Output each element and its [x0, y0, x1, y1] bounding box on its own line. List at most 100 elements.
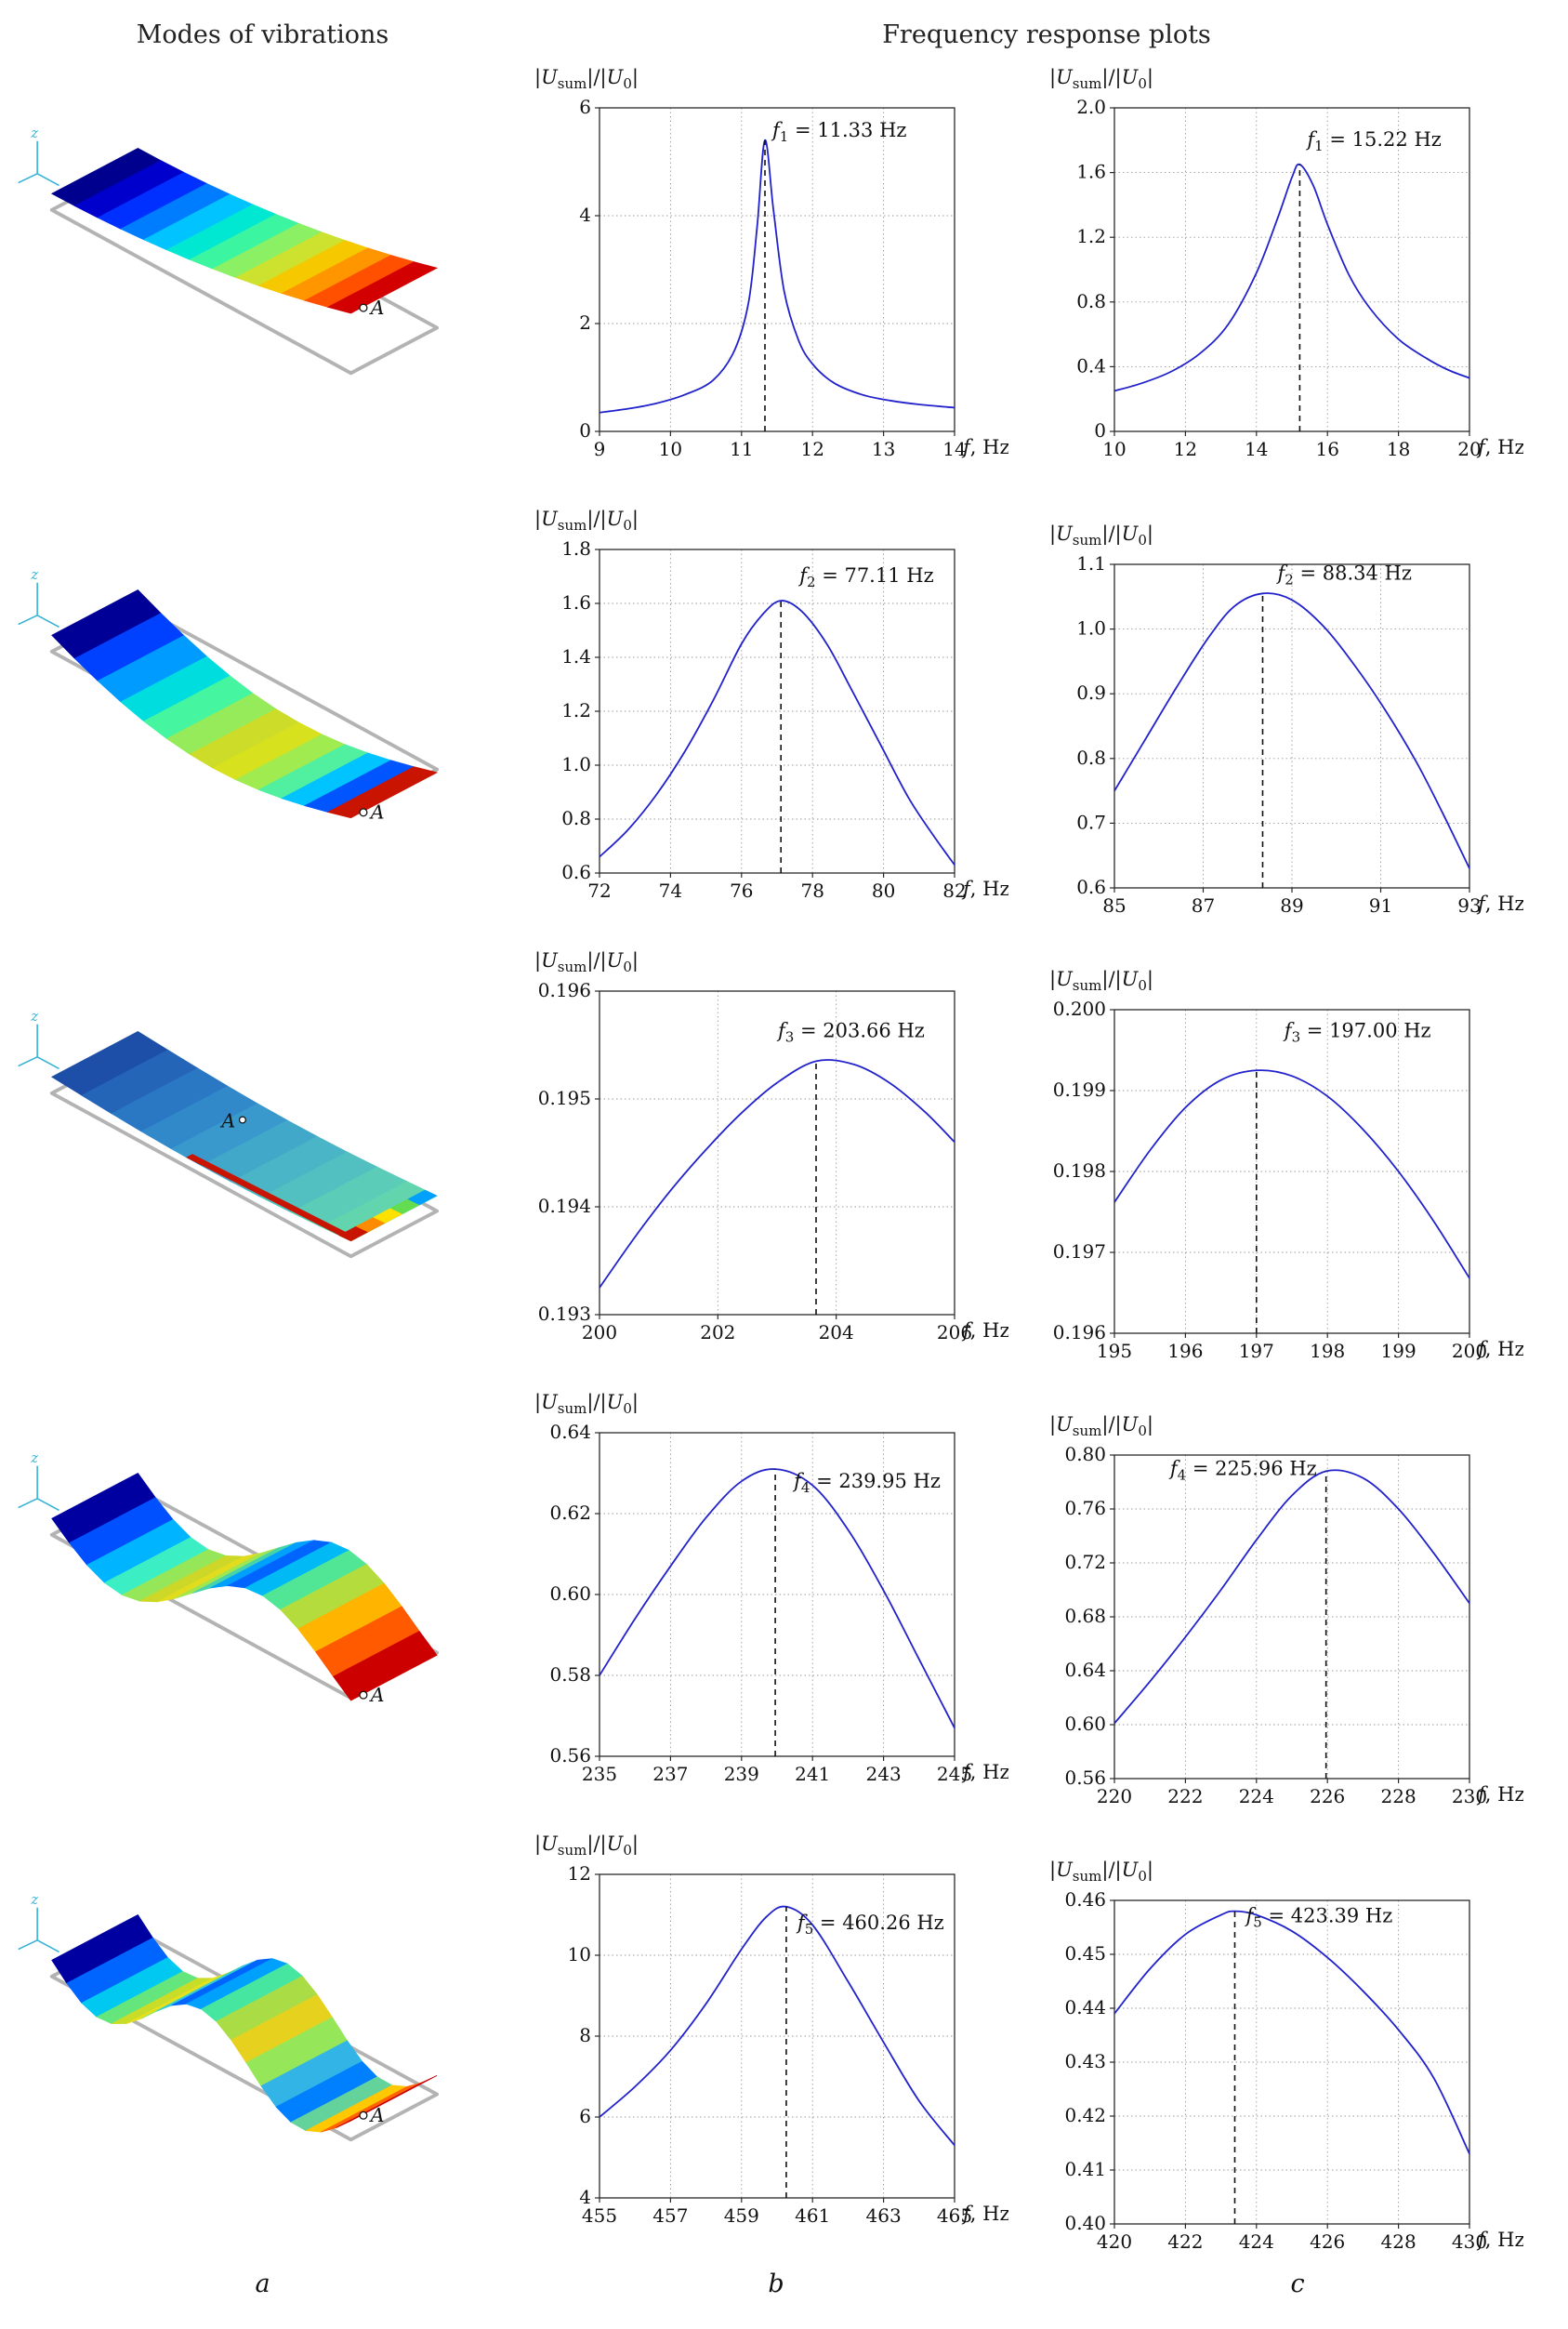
point-a-marker	[238, 1116, 246, 1124]
x-tick-label: 465	[937, 2204, 972, 2227]
x-tick-label: 455	[582, 2204, 617, 2227]
x-tick-label: 200	[1452, 1340, 1487, 1362]
y-axis-label: |Usum|/|U0|	[534, 508, 639, 534]
x-tick-label: 204	[819, 1321, 854, 1343]
mode-3-rendering: zA	[18, 1009, 440, 1259]
y-tick-label: 12	[568, 1862, 591, 1885]
plot-frame	[599, 990, 955, 1316]
torsion-tip-band	[407, 1189, 438, 1206]
x-axis-label: f, Hz	[1476, 436, 1523, 458]
header-frequency-response-plots: Frequency response plots	[882, 20, 1211, 49]
y-tick-label: 0.72	[1064, 1551, 1106, 1573]
column-label-b: b	[768, 2269, 784, 2298]
axis-y-line	[18, 1056, 38, 1067]
point-a-label: A	[369, 297, 385, 319]
chart-c1-plot: 10 12 14 16 18 20 0 0.4 0.8 1.2 1.6 2.0 f1 = 15.22 H…	[1049, 66, 1523, 460]
x-axis-label: f, Hz	[1476, 893, 1523, 915]
x-tick-label: 424	[1239, 2230, 1274, 2253]
x-tick-label: 243	[866, 1763, 902, 1785]
y-tick-label: 1.6	[1076, 161, 1106, 183]
y-tick-label: 4	[579, 2186, 591, 2208]
y-tick-label: 0.197	[1053, 1240, 1106, 1263]
x-tick-label: 226	[1310, 1785, 1345, 1807]
chart-c5-plot: 420 422 424 426 428 430 0.40 0.41 0.42 0.43 0.44 0.…	[1049, 1859, 1523, 2253]
y-axis-label: |Usum|/|U0|	[534, 1833, 639, 1859]
x-axis-label: f, Hz	[961, 436, 1008, 458]
point-a-label: A	[369, 801, 385, 824]
y-tick-label: 0.42	[1064, 2104, 1106, 2126]
y-axis-label: |Usum|/|U0|	[1049, 1859, 1153, 1885]
x-tick-label: 245	[937, 1763, 972, 1785]
chart-c2: 85 87 89 91 93 0.6 0.7 0.8 0.9 1.0 1.1 f2 = 88.34 H…	[1027, 499, 1568, 941]
axis-x-line	[36, 615, 59, 629]
response-curve	[599, 600, 955, 866]
plot-frame	[599, 107, 955, 432]
x-tick-label: 235	[582, 1763, 617, 1785]
x-tick-label: 74	[659, 880, 682, 902]
chart-c3: 195 196 197 198 199 200 0.196 0.197 0.198 0.199 0.…	[1027, 941, 1568, 1383]
y-tick-label: 0.8	[1076, 747, 1106, 769]
chart-c3-plot: 195 196 197 198 199 200 0.196 0.197 0.198 0.199 0.…	[1049, 968, 1523, 1362]
x-tick-label: 87	[1192, 894, 1215, 917]
y-tick-label: 0.64	[549, 1421, 591, 1443]
x-tick-label: 80	[872, 880, 895, 902]
y-tick-label: 0.7	[1076, 811, 1106, 833]
y-tick-label: 0.199	[1053, 1078, 1106, 1101]
y-tick-label: 0.60	[1064, 1713, 1106, 1735]
y-tick-label: 0.6	[561, 861, 591, 883]
y-tick-label: 1.2	[561, 699, 591, 721]
chart-c4: 220 222 224 226 228 230 0.56 0.60 0.64 0.68 0.72 0.…	[1027, 1383, 1568, 1824]
chart-c4-plot: 220 222 224 226 228 230 0.56 0.60 0.64 0.68 0.72 0.…	[1049, 1413, 1523, 1807]
chart-b1: 9 10 11 12 13 14 0 2 4 6 f1 = 11.33 Hz |Usum|/|U0| f…	[525, 58, 1027, 499]
y-tick-label: 1.1	[1076, 552, 1106, 575]
mode-5-rendering: zA	[18, 1892, 440, 2142]
y-tick-label: 0.194	[538, 1195, 591, 1217]
peak-annotation: f2 = 77.11 Hz	[797, 564, 933, 590]
x-axis-label: f, Hz	[961, 878, 1008, 900]
y-tick-label: 0.60	[549, 1582, 591, 1605]
x-tick-label: 14	[942, 438, 966, 460]
response-curve	[599, 1468, 955, 1728]
x-tick-label: 241	[795, 1763, 830, 1785]
x-axis-label: f, Hz	[961, 1761, 1008, 1783]
y-tick-label: 0.44	[1064, 1996, 1106, 2018]
x-tick-label: 198	[1310, 1340, 1345, 1362]
x-axis-label: f, Hz	[961, 2203, 1008, 2225]
y-tick-label: 0	[579, 419, 591, 442]
response-curve	[1113, 1469, 1470, 1725]
response-curve	[599, 1059, 955, 1289]
x-tick-label: 206	[937, 1321, 972, 1343]
x-tick-label: 16	[1315, 438, 1338, 460]
x-tick-label: 76	[730, 880, 753, 902]
column-label-c: c	[1290, 2269, 1305, 2298]
x-tick-label: 196	[1167, 1340, 1203, 1362]
response-curve	[1113, 592, 1470, 869]
y-axis-label: |Usum|/|U0|	[534, 949, 639, 975]
y-tick-label: 10	[568, 1943, 591, 1965]
y-tick-label: 0.196	[1053, 1321, 1106, 1343]
x-tick-label: 457	[652, 2204, 688, 2227]
x-tick-label: 202	[700, 1321, 735, 1343]
x-tick-label: 197	[1239, 1340, 1274, 1362]
point-a-marker	[359, 2111, 368, 2120]
x-tick-label: 459	[724, 2204, 759, 2227]
y-tick-label: 0.8	[1076, 290, 1106, 312]
point-a-label: A	[219, 1109, 235, 1131]
y-tick-label: 1.0	[561, 753, 591, 775]
x-tick-label: 195	[1097, 1340, 1132, 1362]
y-tick-label: 6	[579, 96, 591, 118]
x-tick-label: 89	[1280, 894, 1303, 917]
chart-b3: 200 202 204 206 0.193 0.194 0.195 0.196 f3 = 203…	[525, 941, 1027, 1383]
axis-y-line	[18, 1939, 38, 1951]
y-tick-label: 2.0	[1076, 96, 1106, 118]
x-tick-label: 237	[652, 1763, 688, 1785]
x-tick-label: 85	[1102, 894, 1126, 917]
mode-color-band	[326, 261, 439, 314]
peak-annotation: f4 = 225.96 Hz	[1168, 1457, 1317, 1483]
y-axis-label: |Usum|/|U0|	[534, 66, 639, 92]
